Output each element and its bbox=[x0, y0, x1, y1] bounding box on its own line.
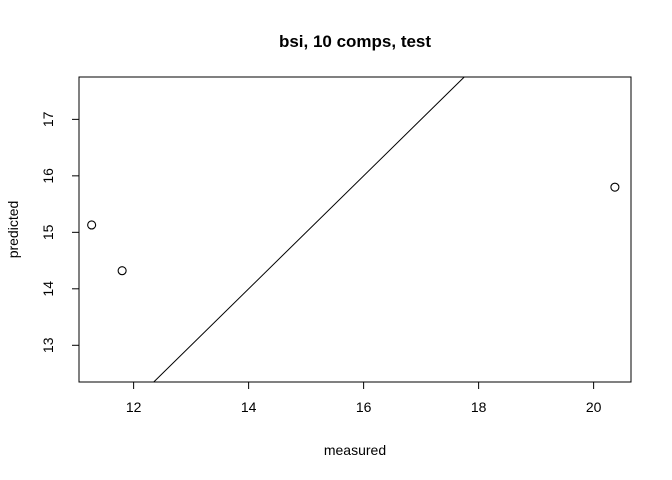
data-point bbox=[117, 266, 127, 276]
y-tick-label: 15 bbox=[40, 224, 56, 240]
x-tick-label: 16 bbox=[356, 399, 372, 415]
chart-title: bsi, 10 comps, test bbox=[279, 32, 431, 51]
data-points bbox=[87, 182, 620, 276]
data-point bbox=[87, 220, 97, 230]
x-tick-label: 12 bbox=[126, 399, 142, 415]
y-axis-label: predicted bbox=[5, 201, 21, 259]
x-axis-label: measured bbox=[324, 442, 386, 458]
x-tick-label: 14 bbox=[241, 399, 257, 415]
identity-reference-line bbox=[153, 76, 465, 383]
y-tick-label: 17 bbox=[40, 111, 56, 127]
plot-frame bbox=[78, 76, 632, 383]
x-axis: 12 14 16 18 20 bbox=[126, 382, 602, 415]
x-tick-label: 18 bbox=[471, 399, 487, 415]
y-tick-label: 14 bbox=[40, 281, 56, 297]
x-tick-label: 20 bbox=[586, 399, 602, 415]
y-tick-label: 13 bbox=[40, 337, 56, 353]
data-point bbox=[610, 182, 620, 192]
y-tick-label: 16 bbox=[40, 168, 56, 184]
y-axis: 13 14 15 16 17 bbox=[40, 111, 79, 353]
